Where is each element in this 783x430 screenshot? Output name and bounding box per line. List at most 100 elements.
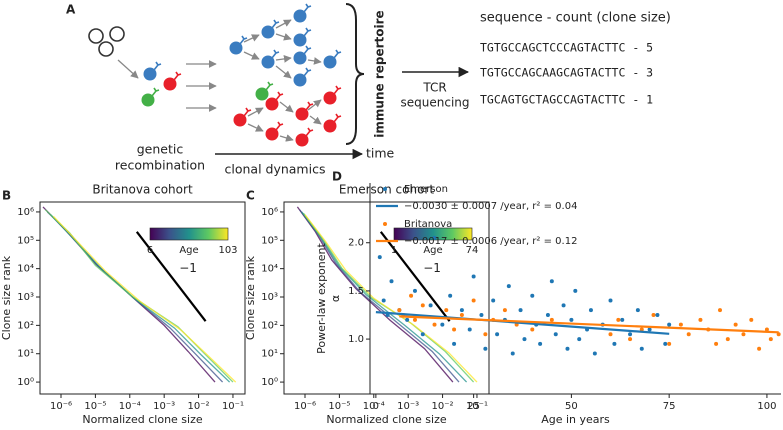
- x-axis-label: Normalized clone size: [82, 413, 203, 426]
- plot-area: [375, 235, 781, 356]
- legend-marker: [383, 222, 387, 226]
- point: [663, 341, 668, 346]
- point: [616, 317, 621, 322]
- panel-label: B: [2, 189, 11, 203]
- point: [538, 341, 543, 346]
- point: [647, 327, 652, 332]
- step-label: genetic: [137, 142, 184, 157]
- legend-marker: [383, 187, 387, 191]
- point: [628, 332, 633, 337]
- cell: [264, 121, 284, 142]
- x-tick-label: 10⁻³: [153, 401, 175, 412]
- slope-label: −1: [179, 261, 197, 275]
- y-tick-label: 10⁰: [261, 377, 278, 388]
- y-tick-label: 10⁵: [17, 235, 34, 246]
- point: [389, 279, 394, 284]
- legend-label: Emerson: [404, 184, 448, 195]
- cell: [292, 67, 312, 88]
- point: [561, 303, 566, 308]
- point: [510, 351, 515, 356]
- point: [522, 337, 527, 342]
- point: [377, 255, 382, 260]
- x-tick-label: 10⁻⁵: [328, 401, 350, 412]
- sequence: TGTGCCAGCAAGCAGTACTTC - 3: [480, 66, 653, 80]
- gene-segment: [109, 26, 125, 42]
- brace: [345, 3, 365, 145]
- arrow: [243, 51, 260, 60]
- point: [686, 332, 691, 337]
- plot-frame: [39, 201, 246, 395]
- point: [651, 312, 656, 317]
- cell: [140, 87, 160, 108]
- x-tick-label: 10⁻⁶: [50, 401, 72, 412]
- arrow: [307, 57, 322, 65]
- y-tick-label: 10³: [17, 292, 34, 303]
- point: [471, 274, 476, 279]
- point: [588, 308, 593, 313]
- colorbar-tick-label: 1: [391, 245, 397, 256]
- slope-label: −1: [423, 261, 441, 275]
- x-tick-label: 100: [757, 401, 776, 412]
- x-tick-label: 10⁻⁴: [363, 401, 385, 412]
- point: [639, 327, 644, 332]
- x-tick-label: 50: [565, 401, 578, 412]
- point: [569, 317, 574, 322]
- point: [592, 351, 597, 356]
- point: [448, 293, 453, 298]
- point: [452, 341, 457, 346]
- point: [412, 288, 417, 293]
- point: [573, 288, 578, 293]
- point: [608, 332, 613, 337]
- panel-label: D: [332, 170, 342, 184]
- fit-line: [399, 315, 779, 334]
- arrow: [275, 55, 292, 63]
- point: [405, 317, 410, 322]
- legend-label: −0.0017 ± 0.0006 /year, r² = 0.12: [404, 236, 577, 247]
- arrow: [309, 115, 322, 125]
- colorbar: [393, 227, 473, 241]
- point: [506, 284, 511, 289]
- y-tick-label: 10¹: [261, 349, 278, 360]
- x-tick-label: 10⁻³: [397, 401, 419, 412]
- point: [655, 312, 660, 317]
- cell: [292, 27, 312, 48]
- y-tick-label: 10⁶: [17, 207, 34, 218]
- point: [495, 332, 500, 337]
- y-tick-label: 1.5: [348, 286, 364, 297]
- legend-label: Britanova: [404, 219, 452, 230]
- point: [639, 346, 644, 351]
- point: [553, 332, 558, 337]
- point: [397, 308, 402, 313]
- point: [444, 308, 449, 313]
- point: [565, 346, 570, 351]
- y-tick-label: 1.0: [348, 334, 364, 345]
- y-tick-label: 10⁵: [261, 235, 278, 246]
- arrow: [247, 123, 264, 132]
- cell: [162, 71, 182, 92]
- arrow: [243, 34, 260, 43]
- x-tick-label: 10⁻⁵: [84, 401, 106, 412]
- point: [733, 322, 738, 327]
- point: [757, 346, 762, 351]
- point: [471, 298, 476, 303]
- cell: [322, 113, 342, 134]
- reference-line: [135, 231, 207, 322]
- y-tick-label: 10³: [261, 292, 278, 303]
- cell: [322, 85, 342, 106]
- x-axis-label: Age in years: [541, 413, 610, 426]
- legend-label: −0.0030 ± 0.0007 /year, r² = 0.04: [404, 201, 577, 212]
- y-axis-label: α: [329, 295, 342, 302]
- panel-label: A: [66, 3, 76, 17]
- point: [530, 293, 535, 298]
- x-tick-label: 10⁻¹: [222, 401, 244, 412]
- method-label: sequencing: [401, 96, 470, 110]
- rank-curve: [304, 214, 478, 383]
- y-tick-label: 10⁴: [261, 264, 278, 275]
- x-tick-label: 10⁻²: [432, 401, 454, 412]
- point: [459, 312, 464, 317]
- point: [549, 279, 554, 284]
- y-axis-label: Power-law exponent: [315, 242, 328, 353]
- point: [667, 341, 672, 346]
- step-label: recombination: [115, 158, 205, 173]
